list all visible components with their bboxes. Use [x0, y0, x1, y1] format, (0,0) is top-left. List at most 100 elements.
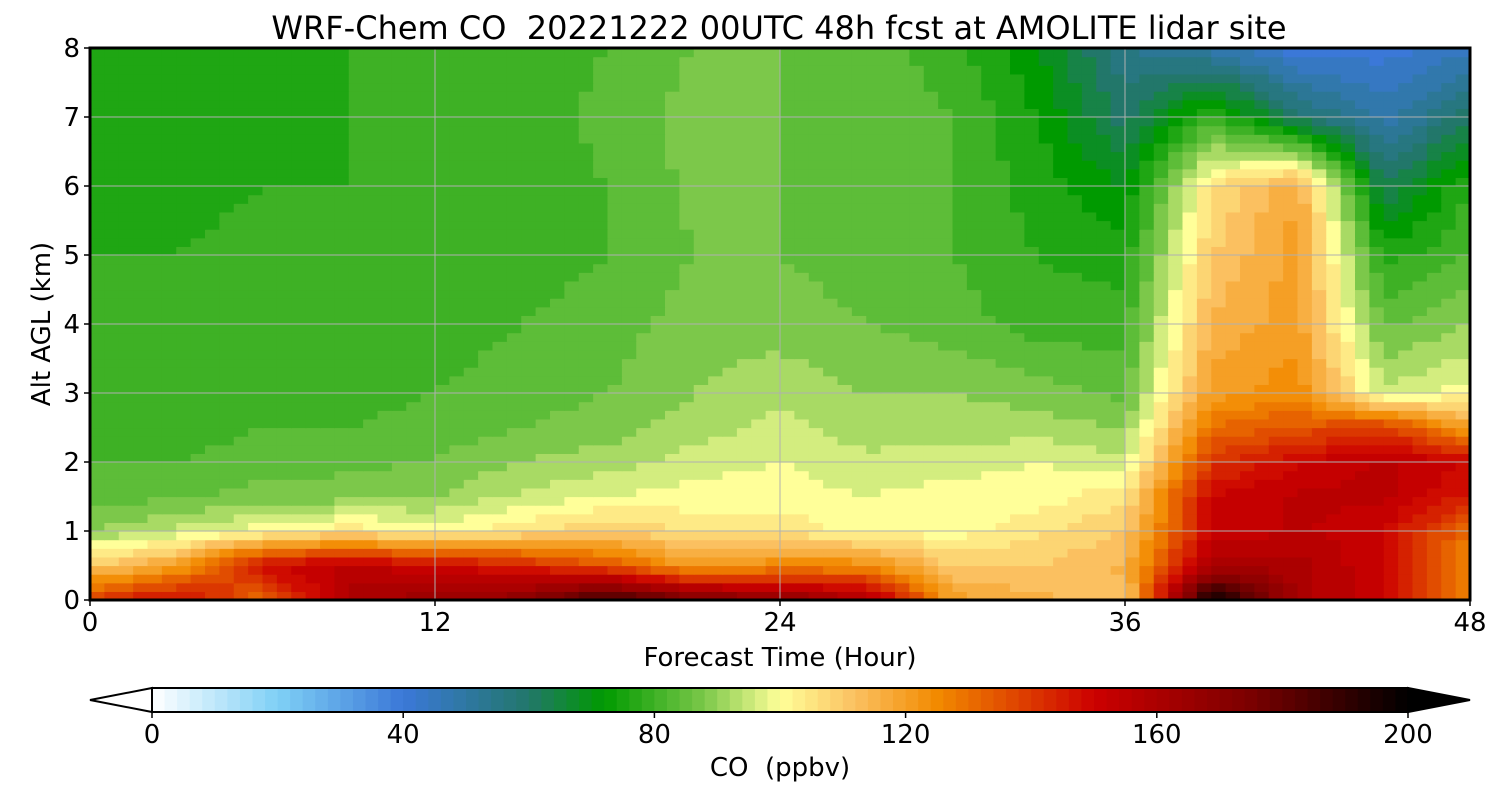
heatmap-cell	[981, 367, 997, 377]
heatmap-cell	[435, 591, 450, 601]
heatmap-cell	[564, 263, 580, 273]
heatmap-cell	[1168, 246, 1184, 256]
heatmap-cell	[938, 298, 954, 308]
heatmap-cell	[205, 479, 220, 489]
heatmap-cell	[866, 556, 882, 567]
heatmap-cell	[420, 522, 436, 532]
heatmap-cell	[851, 556, 867, 567]
heatmap-cell	[1268, 531, 1284, 541]
heatmap-cell	[578, 255, 594, 265]
heatmap-cell	[377, 582, 393, 592]
heatmap-cell	[981, 263, 997, 273]
heatmap-cell	[1081, 574, 1097, 584]
heatmap-cell	[550, 255, 565, 265]
heatmap-cell	[823, 358, 839, 368]
heatmap-cell	[736, 496, 752, 506]
heatmap-cell	[880, 505, 896, 515]
heatmap-cell	[1412, 556, 1428, 567]
heatmap-cell	[736, 194, 752, 204]
heatmap-cell	[406, 177, 422, 187]
heatmap-cell	[636, 436, 652, 446]
heatmap-cell	[1311, 582, 1327, 592]
heatmap-cell	[1038, 349, 1054, 360]
heatmap-cell	[607, 384, 623, 394]
heatmap-cell	[248, 263, 264, 273]
heatmap-cell	[952, 186, 968, 196]
heatmap-cell	[406, 548, 422, 558]
heatmap-cell	[435, 565, 450, 575]
heatmap-cell	[780, 194, 795, 204]
heatmap-cell	[679, 565, 695, 575]
heatmap-cell	[1096, 289, 1112, 299]
heatmap-cell	[363, 306, 379, 316]
heatmap-cell	[1441, 220, 1457, 230]
heatmap-cell	[1153, 410, 1169, 420]
heatmap-cell	[535, 444, 551, 454]
heatmap-cell	[1326, 505, 1342, 515]
heatmap-cell	[1240, 237, 1255, 247]
heatmap-cell	[650, 255, 666, 265]
heatmap-cell	[104, 574, 120, 584]
heatmap-cell	[133, 479, 149, 489]
heatmap-cell	[1383, 410, 1399, 420]
heatmap-cell	[952, 427, 968, 437]
heatmap-cell	[693, 591, 709, 601]
heatmap-cell	[348, 211, 364, 222]
heatmap-cell	[478, 393, 494, 403]
heatmap-cell	[1383, 401, 1399, 411]
heatmap-cell	[851, 591, 867, 601]
heatmap-cell	[506, 220, 522, 230]
heatmap-cell	[449, 306, 465, 316]
heatmap-cell	[1268, 246, 1284, 256]
heatmap-cell	[478, 220, 494, 230]
heatmap-cell	[751, 160, 767, 170]
heatmap-cell	[377, 591, 393, 601]
heatmap-cell	[1196, 177, 1212, 187]
heatmap-cell	[550, 453, 565, 463]
heatmap-cell	[334, 505, 350, 515]
heatmap-cell	[938, 565, 954, 575]
heatmap-cell	[147, 168, 163, 178]
heatmap-cell	[1340, 349, 1356, 360]
heatmap-cell	[938, 229, 954, 239]
heatmap-cell	[578, 367, 594, 377]
heatmap-cell	[391, 255, 407, 265]
heatmap-cell	[90, 315, 105, 325]
heatmap-cell	[593, 341, 609, 351]
heatmap-cell	[1168, 470, 1184, 480]
heatmap-cell	[751, 211, 767, 222]
heatmap-cell	[1196, 246, 1212, 256]
heatmap-cell	[650, 263, 666, 273]
heatmap-cell	[1153, 367, 1169, 377]
heatmap-cell	[880, 186, 896, 196]
heatmap-cell	[248, 548, 264, 558]
heatmap-cell	[1383, 505, 1399, 515]
heatmap-cell	[190, 487, 206, 498]
heatmap-cell	[1254, 211, 1270, 222]
heatmap-cell	[880, 263, 896, 273]
heatmap-cell	[995, 151, 1011, 161]
heatmap-cell	[391, 272, 407, 282]
heatmap-cell	[1168, 168, 1184, 178]
heatmap-cell	[1125, 436, 1140, 446]
heatmap-cell	[593, 427, 609, 437]
heatmap-cell	[1268, 556, 1284, 567]
heatmap-cell	[966, 324, 982, 334]
heatmap-cell	[1024, 410, 1040, 420]
heatmap-cell	[320, 246, 335, 256]
heatmap-cell	[1182, 203, 1198, 213]
heatmap-cell	[1168, 444, 1184, 454]
heatmap-cell	[406, 289, 422, 299]
heatmap-cell	[1182, 496, 1198, 506]
heatmap-cell	[1340, 522, 1356, 532]
heatmap-cell	[722, 358, 738, 368]
heatmap-cell	[147, 341, 163, 351]
heatmap-cell	[1426, 444, 1442, 454]
heatmap-cell	[1283, 591, 1299, 601]
heatmap-cell	[1383, 194, 1399, 204]
heatmap-cell	[1398, 237, 1414, 247]
heatmap-cell	[794, 513, 810, 523]
heatmap-cell	[1081, 556, 1097, 567]
heatmap-cell	[851, 246, 867, 256]
heatmap-cell	[1139, 513, 1155, 523]
